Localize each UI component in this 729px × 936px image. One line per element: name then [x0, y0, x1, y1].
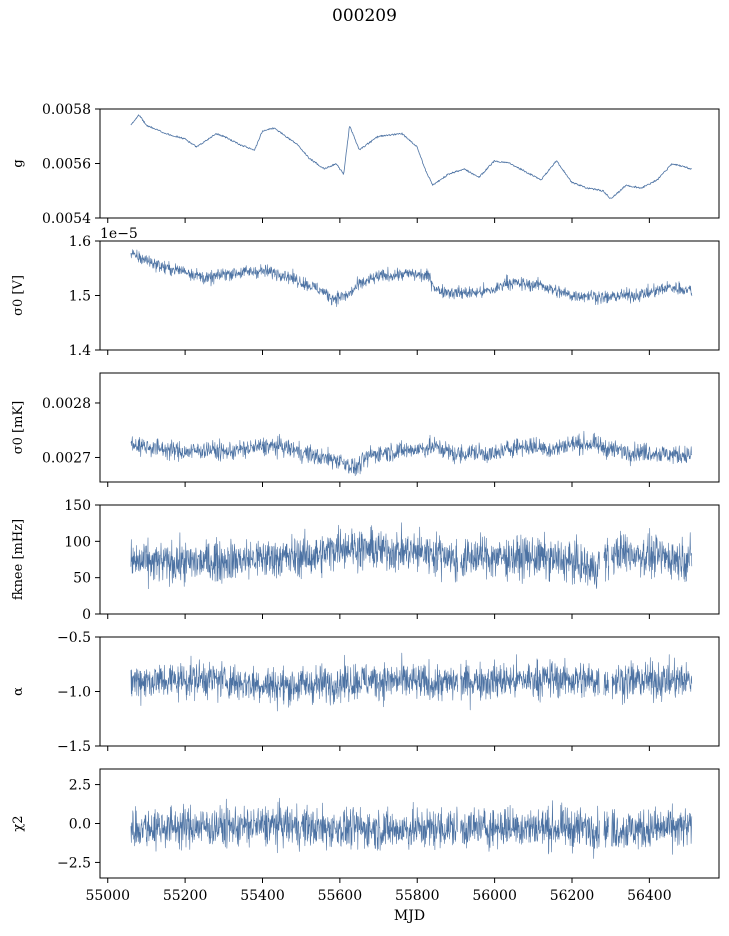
y-tick-label: 0.0027 — [42, 450, 91, 466]
panel-4: 0 50 100 150 fknee [mHz] — [11, 498, 720, 623]
y-tick-label: 1.6 — [69, 234, 91, 250]
panel-2: 1.4 1.5 1.6 1e−5 σ0 [V] — [11, 226, 720, 359]
series-line — [130, 522, 693, 589]
y-tick-label: 100 — [64, 534, 91, 550]
y-axis-label: σ0 [V] — [11, 275, 26, 316]
panel-6: −2.5 0.0 2.5 χ2 — [11, 768, 720, 883]
y-tick-label: −0.5 — [57, 630, 91, 646]
y-tick-label: 0 — [82, 607, 91, 623]
axes-frame — [99, 240, 720, 351]
y-tick-label: −2.5 — [57, 855, 91, 871]
y-axis-label: fknee [mHz] — [11, 519, 26, 600]
axes-frame — [99, 768, 720, 879]
y-axis-label: χ2 — [11, 815, 26, 831]
offset-text: 1e−5 — [100, 226, 138, 242]
y-tick-label: 0.0054 — [42, 211, 91, 227]
series-line — [130, 797, 693, 859]
y-tick-label: 0.0056 — [42, 157, 91, 173]
axes-frame — [99, 108, 720, 219]
x-tick-label: 55600 — [318, 888, 363, 904]
series-line — [130, 652, 693, 712]
series-line — [130, 249, 693, 307]
axes-frame — [99, 504, 720, 615]
axes-frame — [99, 372, 720, 483]
y-tick-label: −1.0 — [57, 685, 91, 701]
y-tick-label: 1.4 — [69, 343, 91, 359]
y-tick-label: −1.5 — [57, 739, 91, 755]
x-tick-label: 55200 — [163, 888, 208, 904]
y-tick-label: 0.0028 — [42, 396, 91, 412]
panel-5: −1.5 −1.0 −0.5 α — [11, 630, 720, 755]
series-line — [130, 114, 692, 199]
y-axis-label: g — [11, 159, 26, 167]
y-axis-label: σ0 [mK] — [11, 401, 26, 454]
x-tick-label: 56200 — [550, 888, 595, 904]
y-tick-label: 150 — [64, 498, 91, 514]
x-tick-label: 56400 — [627, 888, 672, 904]
y-tick-label: 50 — [73, 571, 91, 587]
x-tick-label: 55400 — [240, 888, 285, 904]
y-tick-label: 0.0 — [69, 817, 91, 833]
x-axis-label: MJD — [394, 908, 425, 924]
y-axis-label: α — [11, 687, 26, 696]
series-line — [130, 430, 693, 476]
y-tick-label: 0.0058 — [42, 102, 91, 118]
x-tick-label: 55000 — [85, 888, 130, 904]
panel-1: 0.0054 0.0056 0.0058 g — [11, 102, 720, 227]
y-tick-label: 2.5 — [69, 778, 91, 794]
x-tick-label: 56000 — [472, 888, 517, 904]
x-tick-label: 55800 — [395, 888, 440, 904]
panel-3: 0.0027 0.0028 σ0 [mK] — [11, 372, 720, 487]
figure-title: 000209 — [332, 6, 397, 26]
y-tick-label: 1.5 — [69, 289, 91, 305]
